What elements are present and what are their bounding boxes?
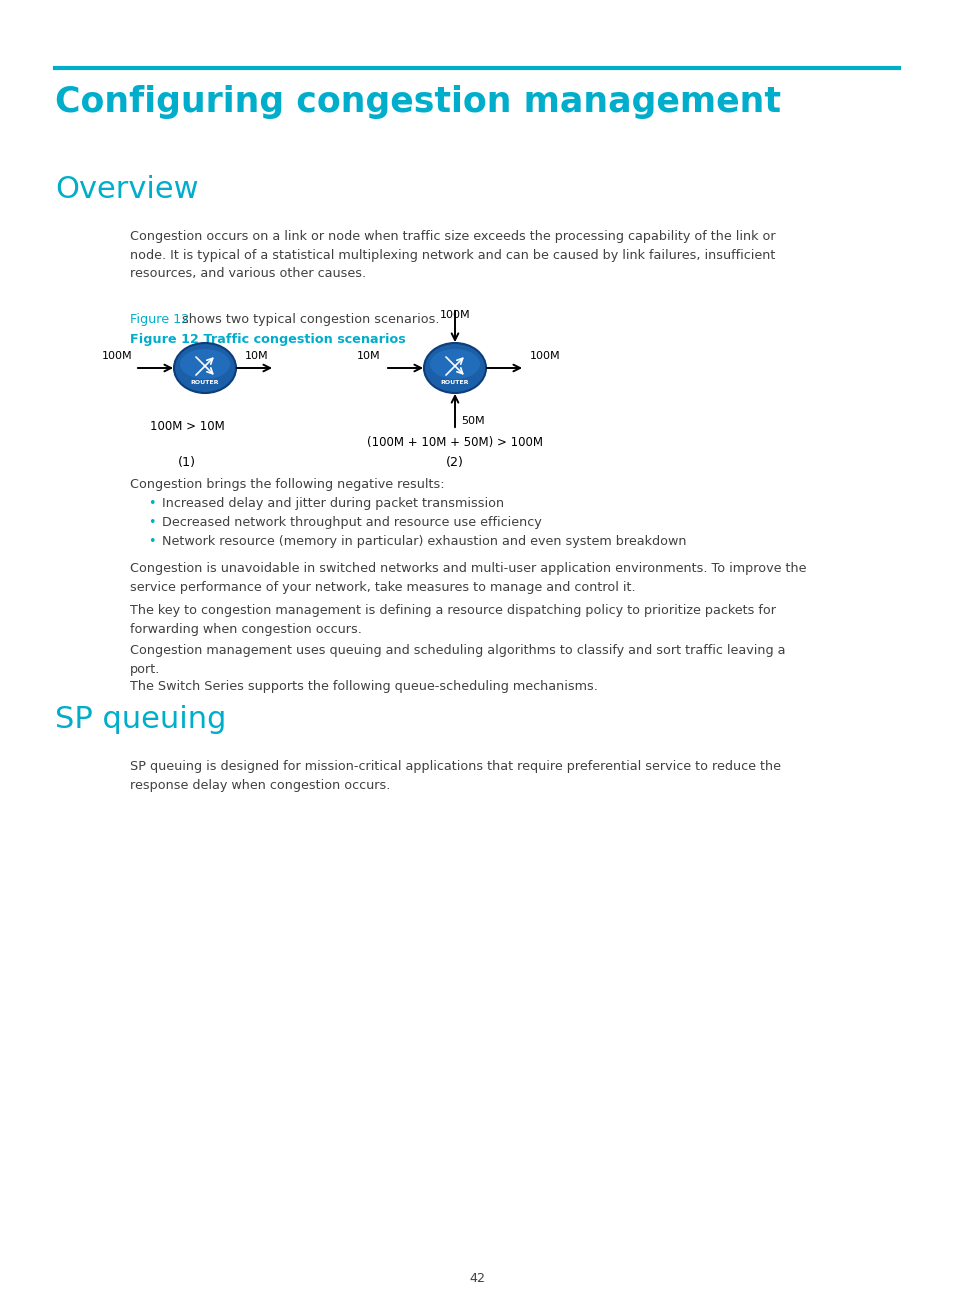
- Ellipse shape: [173, 343, 235, 393]
- Text: Network resource (memory in particular) exhaustion and even system breakdown: Network resource (memory in particular) …: [162, 535, 686, 548]
- Text: Congestion occurs on a link or node when traffic size exceeds the processing cap: Congestion occurs on a link or node when…: [130, 229, 775, 280]
- Text: •: •: [148, 535, 155, 548]
- Text: (2): (2): [446, 456, 463, 469]
- Text: (1): (1): [178, 456, 195, 469]
- Text: Congestion brings the following negative results:: Congestion brings the following negative…: [130, 478, 444, 491]
- Text: 50M: 50M: [460, 416, 484, 426]
- Text: 100M > 10M: 100M > 10M: [150, 420, 224, 433]
- Text: Overview: Overview: [55, 175, 198, 203]
- Text: Figure 12: Figure 12: [130, 314, 189, 327]
- Text: The key to congestion management is defining a resource dispatching policy to pr: The key to congestion management is defi…: [130, 604, 775, 635]
- Text: 10M: 10M: [245, 351, 269, 362]
- Text: ROUTER: ROUTER: [191, 380, 219, 385]
- Text: Figure 12 Traffic congestion scenarios: Figure 12 Traffic congestion scenarios: [130, 333, 405, 346]
- Text: SP queuing is designed for mission-critical applications that require preferenti: SP queuing is designed for mission-criti…: [130, 759, 781, 792]
- Text: •: •: [148, 496, 155, 511]
- Text: Congestion management uses queuing and scheduling algorithms to classify and sor: Congestion management uses queuing and s…: [130, 644, 784, 675]
- Text: shows two typical congestion scenarios.: shows two typical congestion scenarios.: [178, 314, 439, 327]
- Text: 100M: 100M: [530, 351, 560, 362]
- Text: ROUTER: ROUTER: [440, 380, 469, 385]
- Text: 42: 42: [469, 1271, 484, 1286]
- Text: Configuring congestion management: Configuring congestion management: [55, 86, 781, 119]
- Ellipse shape: [423, 343, 485, 393]
- Text: The Switch Series supports the following queue-scheduling mechanisms.: The Switch Series supports the following…: [130, 680, 598, 693]
- Text: •: •: [148, 516, 155, 529]
- Text: Increased delay and jitter during packet transmission: Increased delay and jitter during packet…: [162, 496, 503, 511]
- Text: 100M: 100M: [439, 310, 470, 320]
- Text: Congestion is unavoidable in switched networks and multi-user application enviro: Congestion is unavoidable in switched ne…: [130, 562, 805, 594]
- Text: 10M: 10M: [356, 351, 379, 362]
- Text: 100M: 100M: [102, 351, 132, 362]
- Ellipse shape: [180, 349, 230, 378]
- Text: Decreased network throughput and resource use efficiency: Decreased network throughput and resourc…: [162, 516, 541, 529]
- Text: (100M + 10M + 50M) > 100M: (100M + 10M + 50M) > 100M: [367, 435, 542, 448]
- Ellipse shape: [430, 349, 479, 378]
- Text: SP queuing: SP queuing: [55, 705, 226, 734]
